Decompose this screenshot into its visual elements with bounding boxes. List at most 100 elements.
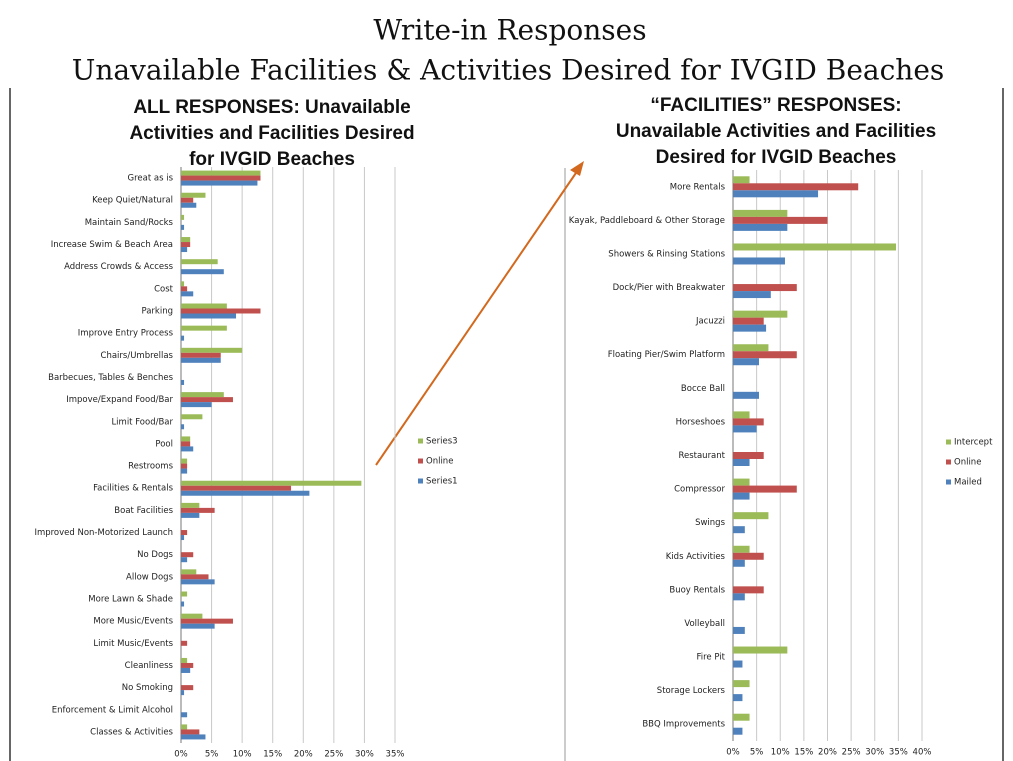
bar (181, 269, 224, 275)
bar (733, 452, 764, 459)
bar (181, 734, 206, 740)
category-label: Increase Swim & Beach Area (51, 240, 173, 250)
category-label: Improved Non-Motorized Launch (34, 528, 173, 538)
bar (181, 170, 261, 176)
bar (733, 694, 743, 702)
category-label: More Rentals (670, 182, 726, 192)
bar (181, 441, 191, 447)
category-label: Allow Dogs (126, 572, 174, 582)
bar (181, 313, 237, 319)
bar (181, 640, 188, 646)
slide-title: Write-in Responses (373, 14, 646, 47)
category-label: Dock/Pier with Breakwater (613, 283, 726, 293)
x-tick-label: 5% (750, 748, 764, 758)
bar (181, 259, 218, 265)
bar (733, 545, 750, 553)
bar (733, 713, 750, 721)
bar (733, 727, 743, 735)
bar (181, 480, 362, 486)
x-tick-label: 30% (865, 748, 884, 758)
bar (181, 402, 212, 408)
category-label: Limit Music/Events (93, 639, 173, 649)
bar (733, 317, 764, 325)
bar (181, 237, 191, 243)
category-label: Maintain Sand/Rocks (85, 218, 174, 228)
x-tick-label: 40% (913, 748, 932, 758)
category-label: More Music/Events (93, 617, 173, 627)
category-label: Kayak, Paddleboard & Other Storage (569, 216, 725, 226)
bar (181, 535, 185, 541)
legend-label: Online (426, 457, 453, 467)
bar (733, 190, 819, 198)
x-tick-label: 30% (355, 750, 374, 760)
x-tick-label: 5% (205, 750, 219, 760)
bar (733, 351, 797, 359)
category-label: Barbecues, Tables & Benches (48, 373, 173, 383)
bar (733, 183, 859, 191)
bar (181, 613, 203, 619)
x-tick-label: 15% (794, 748, 813, 758)
legend-label: Series3 (426, 437, 458, 447)
bar (181, 690, 185, 696)
category-label: Restrooms (128, 462, 174, 472)
category-label: Boat Facilities (114, 506, 173, 516)
legend-label: Intercept (954, 438, 993, 448)
bar (181, 392, 224, 398)
bar (181, 352, 221, 358)
chart-title: “FACILITIES” RESPONSES: (650, 95, 901, 116)
bar (181, 601, 185, 607)
bar (181, 347, 243, 353)
chart-title: Unavailable Activities and Facilities (616, 121, 936, 142)
x-tick-label: 15% (263, 750, 282, 760)
chart-title: Desired for IVGID Beaches (656, 147, 897, 168)
legend-swatch (946, 439, 951, 445)
bar (181, 446, 194, 452)
bar (733, 243, 897, 251)
bar (181, 397, 233, 403)
bar (733, 478, 750, 486)
bar (181, 286, 188, 292)
bar (181, 657, 188, 663)
bar (733, 492, 750, 500)
category-label: Pool (155, 439, 173, 449)
legend-swatch (418, 458, 423, 464)
bar (181, 242, 191, 248)
category-label: Facilities & Rentals (93, 484, 174, 494)
bar (733, 552, 764, 560)
bar (733, 284, 797, 292)
bar (181, 569, 197, 575)
bar (733, 425, 757, 433)
category-label: Jacuzzi (695, 317, 725, 327)
bar (181, 335, 185, 341)
bar (181, 490, 310, 496)
bar (181, 618, 233, 624)
bar (733, 216, 828, 224)
bar (181, 574, 209, 580)
chart-title: Activities and Facilities Desired (129, 123, 414, 144)
bar (181, 214, 185, 220)
legend-swatch (418, 438, 423, 444)
bar (181, 308, 261, 314)
bar (181, 458, 188, 464)
bar (181, 512, 200, 518)
bar (733, 626, 745, 634)
bar (181, 436, 191, 442)
x-tick-label: 35% (386, 750, 405, 760)
chart-title: for IVGID Beaches (189, 149, 355, 170)
bar (181, 579, 215, 585)
category-label: Keep Quiet/Natural (92, 196, 173, 206)
category-label: BBQ Improvements (642, 720, 725, 730)
category-label: Restaurant (678, 451, 725, 461)
bar (181, 729, 200, 735)
x-tick-label: 25% (324, 750, 343, 760)
bar (733, 485, 797, 493)
slide-subtitle: Unavailable Facilities & Activities Desi… (72, 54, 945, 87)
bar (181, 468, 188, 474)
category-label: Chairs/Umbrellas (101, 351, 174, 361)
category-label: Kids Activities (666, 552, 726, 562)
bar (181, 247, 188, 253)
arrow (375, 169, 579, 466)
bar (181, 623, 215, 629)
category-label: Horseshoes (676, 417, 726, 427)
